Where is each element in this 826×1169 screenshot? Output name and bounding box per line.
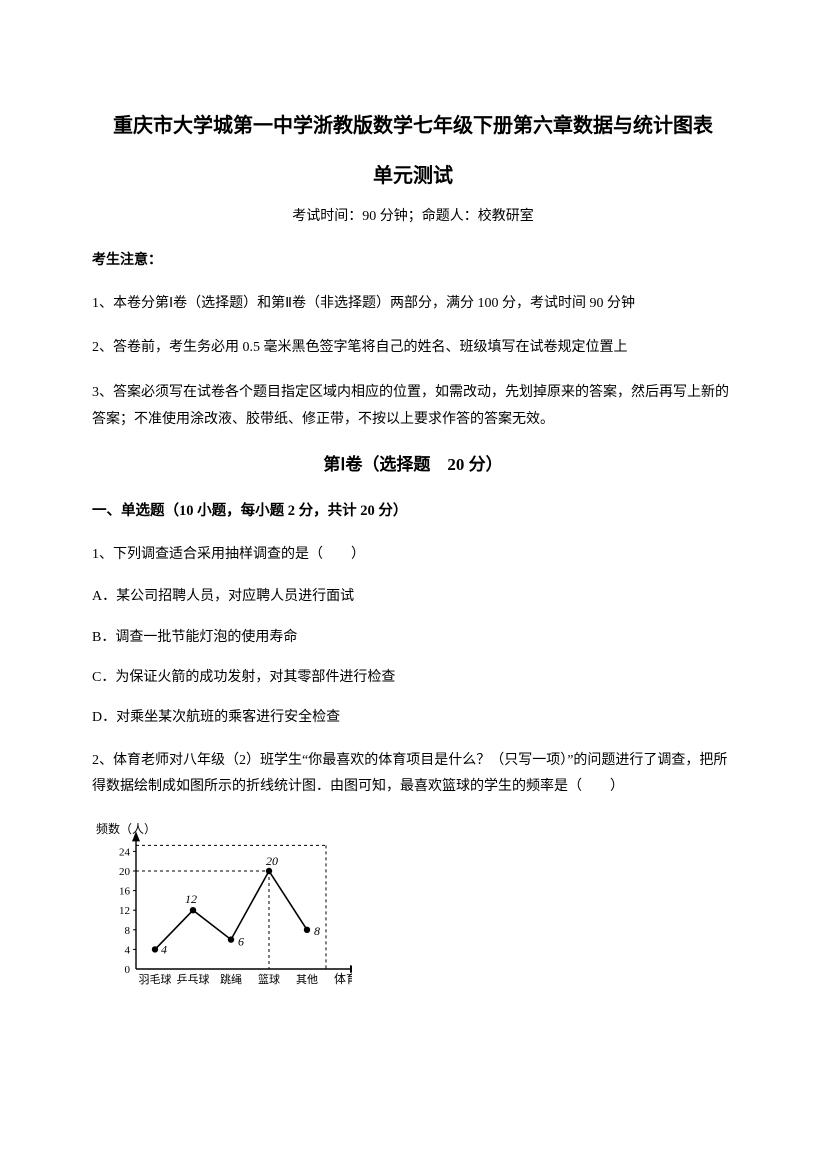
svg-text:体育项目: 体育项目 bbox=[334, 971, 352, 986]
q1-option-a: A．某公司招聘人员，对应聘人员进行面试 bbox=[92, 586, 734, 608]
svg-text:20: 20 bbox=[266, 854, 278, 868]
doc-title-line2: 单元测试 bbox=[92, 160, 734, 192]
svg-text:0: 0 bbox=[125, 964, 131, 976]
line-chart-svg: 频数（人） 0 4 8 12 16 20 24 4 12 6 20 8 羽毛球乒乓球跳绳 篮球 其他 体育项目 bbox=[92, 819, 352, 989]
svg-text:乒乓球: 乒乓球 bbox=[177, 972, 210, 986]
svg-text:4: 4 bbox=[125, 944, 131, 956]
notice-heading: 考生注意： bbox=[92, 250, 734, 272]
notice-item-3: 3、答案必须写在试卷各个题目指定区域内相应的位置，如需改动，先划掉原来的答案，然… bbox=[92, 380, 734, 433]
q2-chart: 频数（人） 0 4 8 12 16 20 24 4 12 6 20 8 羽毛球乒乓球跳绳 篮球 其他 体育项目 bbox=[92, 819, 734, 997]
svg-text:24: 24 bbox=[119, 846, 131, 858]
section-1-title: 第Ⅰ卷（选择题 20 分） bbox=[92, 451, 734, 478]
multiple-choice-heading: 一、单选题（10 小题，每小题 2 分，共计 20 分） bbox=[92, 500, 734, 523]
exam-meta: 考试时间：90 分钟；命题人：校教研室 bbox=[92, 206, 734, 228]
q1-option-b: B．调查一批节能灯泡的使用寿命 bbox=[92, 627, 734, 649]
svg-text:16: 16 bbox=[119, 885, 131, 897]
q1-option-d: D．对乘坐某次航班的乘客进行安全检查 bbox=[92, 707, 734, 729]
svg-text:4: 4 bbox=[161, 942, 167, 956]
q1-stem: 1、下列调查适合采用抽样调查的是（ ） bbox=[92, 542, 734, 569]
svg-text:其他: 其他 bbox=[296, 973, 318, 986]
notice-item-2: 2、答卷前，考生务必用 0.5 毫米黑色签字笔将自己的姓名、班级填写在试卷规定位… bbox=[92, 335, 734, 362]
notice-item-1: 1、本卷分第Ⅰ卷（选择题）和第Ⅱ卷（非选择题）两部分，满分 100 分，考试时间… bbox=[92, 291, 734, 318]
svg-text:8: 8 bbox=[125, 925, 131, 937]
svg-text:8: 8 bbox=[314, 924, 320, 938]
q2-stem: 2、体育老师对八年级（2）班学生“你最喜欢的体育项目是什么？（只写一项）”的问题… bbox=[92, 748, 734, 801]
svg-text:羽毛球: 羽毛球 bbox=[139, 972, 172, 986]
doc-title-line1: 重庆市大学城第一中学浙教版数学七年级下册第六章数据与统计图表 bbox=[92, 110, 734, 142]
svg-text:频数（人）: 频数（人） bbox=[96, 821, 156, 836]
svg-text:篮球: 篮球 bbox=[258, 972, 280, 986]
q1-option-c: C．为保证火箭的成功发射，对其零部件进行检查 bbox=[92, 667, 734, 689]
svg-text:6: 6 bbox=[238, 934, 244, 948]
svg-text:12: 12 bbox=[185, 892, 197, 906]
svg-text:12: 12 bbox=[119, 905, 130, 917]
svg-text:跳绳: 跳绳 bbox=[220, 972, 242, 986]
svg-text:20: 20 bbox=[119, 866, 131, 878]
